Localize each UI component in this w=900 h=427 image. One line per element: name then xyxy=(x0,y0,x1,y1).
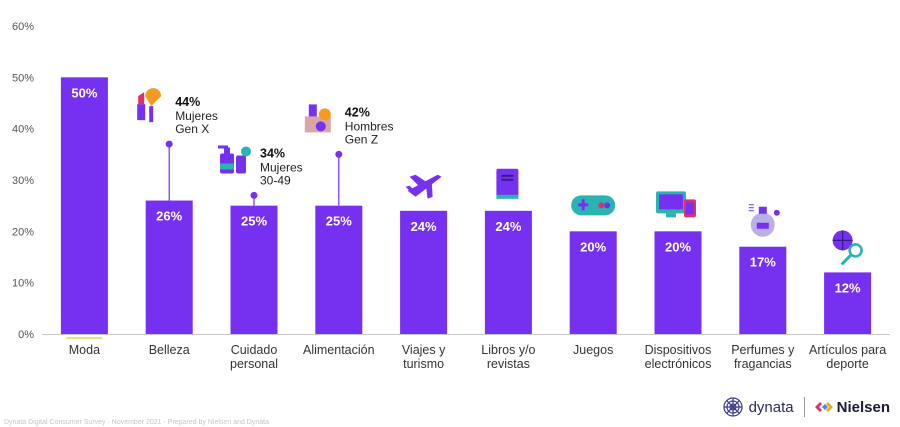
category-label: Alimentación xyxy=(303,343,375,357)
bar xyxy=(400,210,448,334)
gamepad-icon xyxy=(571,195,616,216)
category-label: Libros y/o xyxy=(481,343,535,357)
annotation-dot xyxy=(335,150,343,158)
bar-value-label: 12% xyxy=(835,280,861,295)
category-label: turismo xyxy=(403,357,444,371)
category-label: electrónicos xyxy=(645,357,712,371)
book-icon xyxy=(496,168,519,199)
category-label: Dispositivos xyxy=(645,343,712,357)
bar xyxy=(739,246,787,334)
annotation-value: 44% xyxy=(175,95,200,109)
annotation-text: Hombres xyxy=(345,119,394,133)
logos: dynata Nielsen xyxy=(722,396,890,418)
annotation-dot xyxy=(250,191,258,199)
annotation-text: Mujeres xyxy=(260,160,303,174)
annotation-text: 30-49 xyxy=(260,173,291,187)
bar-value-label: 20% xyxy=(580,239,606,254)
sports-ball-icon xyxy=(832,230,863,266)
bar xyxy=(145,200,193,334)
bar xyxy=(654,231,702,334)
bar xyxy=(484,210,532,334)
dynata-logo: dynata xyxy=(722,396,794,418)
annotation-text: Gen Z xyxy=(345,132,378,146)
bar-value-label: 25% xyxy=(241,214,267,229)
category-label: Viajes y xyxy=(402,343,446,357)
dynata-mark-icon xyxy=(722,397,743,417)
category-label: fragancias xyxy=(734,357,792,371)
category-label: deporte xyxy=(826,357,868,371)
source-note: Dynata Digital Consumer Survey · Novembe… xyxy=(4,419,269,426)
bar-value-label: 24% xyxy=(495,219,521,234)
annotation-text: Mujeres xyxy=(175,109,218,123)
y-tick-label: 0% xyxy=(18,329,34,341)
bar xyxy=(824,272,872,334)
perfume-icon xyxy=(748,204,780,237)
y-tick-label: 40% xyxy=(12,124,34,136)
category-label: Moda xyxy=(69,343,100,357)
bar-value-label: 25% xyxy=(326,214,352,229)
annotation-text: Gen X xyxy=(175,122,209,136)
bar-value-label: 50% xyxy=(71,85,97,100)
bar xyxy=(569,231,617,334)
grocery-icon xyxy=(304,104,331,133)
logo-divider xyxy=(803,397,805,417)
bar-value-label: 24% xyxy=(411,219,437,234)
dynata-wordmark: dynata xyxy=(748,398,794,416)
nielsen-logo: Nielsen xyxy=(814,398,890,416)
category-label: revistas xyxy=(487,357,530,371)
y-tick-label: 60% xyxy=(12,21,34,33)
category-label: Cuidado xyxy=(231,343,278,357)
category-label: Perfumes y xyxy=(731,343,795,357)
annotation-dot xyxy=(165,140,173,148)
bar xyxy=(230,205,278,334)
annotation-text: 16-29 xyxy=(90,0,121,3)
devices-icon xyxy=(656,191,696,218)
category-label: Belleza xyxy=(149,343,190,357)
y-tick-label: 20% xyxy=(12,226,34,238)
nielsen-wordmark: Nielsen xyxy=(836,398,890,416)
bar-value-label: 17% xyxy=(750,255,776,270)
y-tick-label: 30% xyxy=(12,175,34,187)
lotion-icon xyxy=(218,145,251,174)
category-label: personal xyxy=(230,357,278,371)
category-label: Juegos xyxy=(573,343,613,357)
lipstick-icon xyxy=(137,88,162,123)
annotation-value: 34% xyxy=(260,146,285,160)
nielsen-mark-icon xyxy=(814,402,833,412)
y-tick-label: 10% xyxy=(12,278,34,290)
bar xyxy=(315,205,363,334)
y-tick-label: 50% xyxy=(12,72,34,84)
bar-value-label: 26% xyxy=(156,209,182,224)
airplane-icon xyxy=(405,174,442,199)
bar xyxy=(60,77,108,334)
category-label: Artículos para xyxy=(809,343,886,357)
bar-value-label: 20% xyxy=(665,239,691,254)
annotation-value: 42% xyxy=(345,105,370,119)
